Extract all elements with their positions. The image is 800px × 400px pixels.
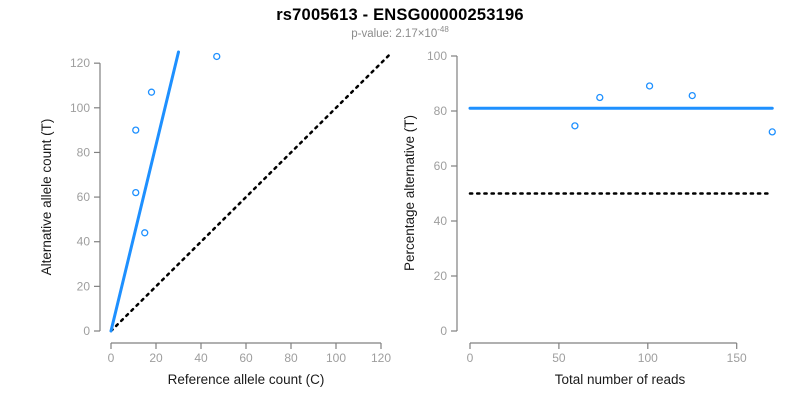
x-tick-label: 80 — [284, 351, 298, 365]
y-tick-label: 40 — [434, 214, 448, 228]
data-point — [147, 88, 156, 96]
x-tick-label: 60 — [239, 351, 253, 365]
y-tick-label: 20 — [434, 269, 448, 283]
figure-title: rs7005613 - ENSG00000253196 — [276, 6, 524, 24]
data-point — [596, 93, 604, 102]
data-point — [645, 82, 654, 90]
y-tick-label: 120 — [70, 56, 90, 70]
y-tick-label: 60 — [77, 190, 91, 204]
x-tick-label: 100 — [326, 351, 346, 365]
figure-subtitle: p-value: 2.17×10-48 — [0, 25, 800, 40]
y-tick-label: 80 — [77, 145, 91, 159]
pvalue-text: p-value: 2.17×10 — [351, 27, 438, 40]
y-axis-label: Percentage alternative (T) — [402, 115, 417, 271]
x-tick-label: 0 — [467, 351, 474, 365]
x-tick-label: 0 — [108, 351, 115, 365]
y-axis-label: Alternative allele count (T) — [39, 119, 54, 276]
plot-1: 0 20 40 60 80 100 120 0 20 40 60 80 100 120 Reference … — [39, 50, 392, 387]
x-tick-label: 120 — [371, 351, 391, 365]
pvalue-exponent: -48 — [437, 25, 449, 34]
y-tick-label: 0 — [83, 324, 90, 338]
x-axis-label: Reference allele count (C) — [168, 372, 325, 387]
x-tick-label: 20 — [149, 351, 163, 365]
data-point — [768, 128, 776, 136]
x-tick-label: 150 — [727, 351, 747, 365]
y-tick-label: 100 — [70, 101, 90, 115]
data-point — [132, 126, 140, 134]
identity-line — [109, 52, 392, 333]
y-tick-label: 20 — [77, 279, 91, 293]
y-tick-label: 60 — [434, 159, 448, 173]
x-tick-label: 40 — [194, 351, 208, 365]
x-tick-label: 50 — [552, 351, 566, 365]
data-point — [213, 52, 221, 61]
y-tick-label: 0 — [440, 324, 447, 338]
data-point — [571, 122, 579, 130]
y-tick-label: 80 — [434, 104, 448, 118]
y-tick-label: 40 — [77, 235, 91, 249]
data-point — [132, 188, 140, 197]
data-point — [141, 229, 149, 237]
x-tick-label: 100 — [638, 351, 658, 365]
data-point — [688, 91, 696, 100]
plot-2: 0 20 40 60 80 100 0 50 100 150 Total number of rea… — [402, 49, 776, 387]
y-tick-label: 100 — [427, 49, 447, 63]
fit-line — [109, 50, 180, 333]
x-axis-label: Total number of reads — [555, 372, 686, 387]
